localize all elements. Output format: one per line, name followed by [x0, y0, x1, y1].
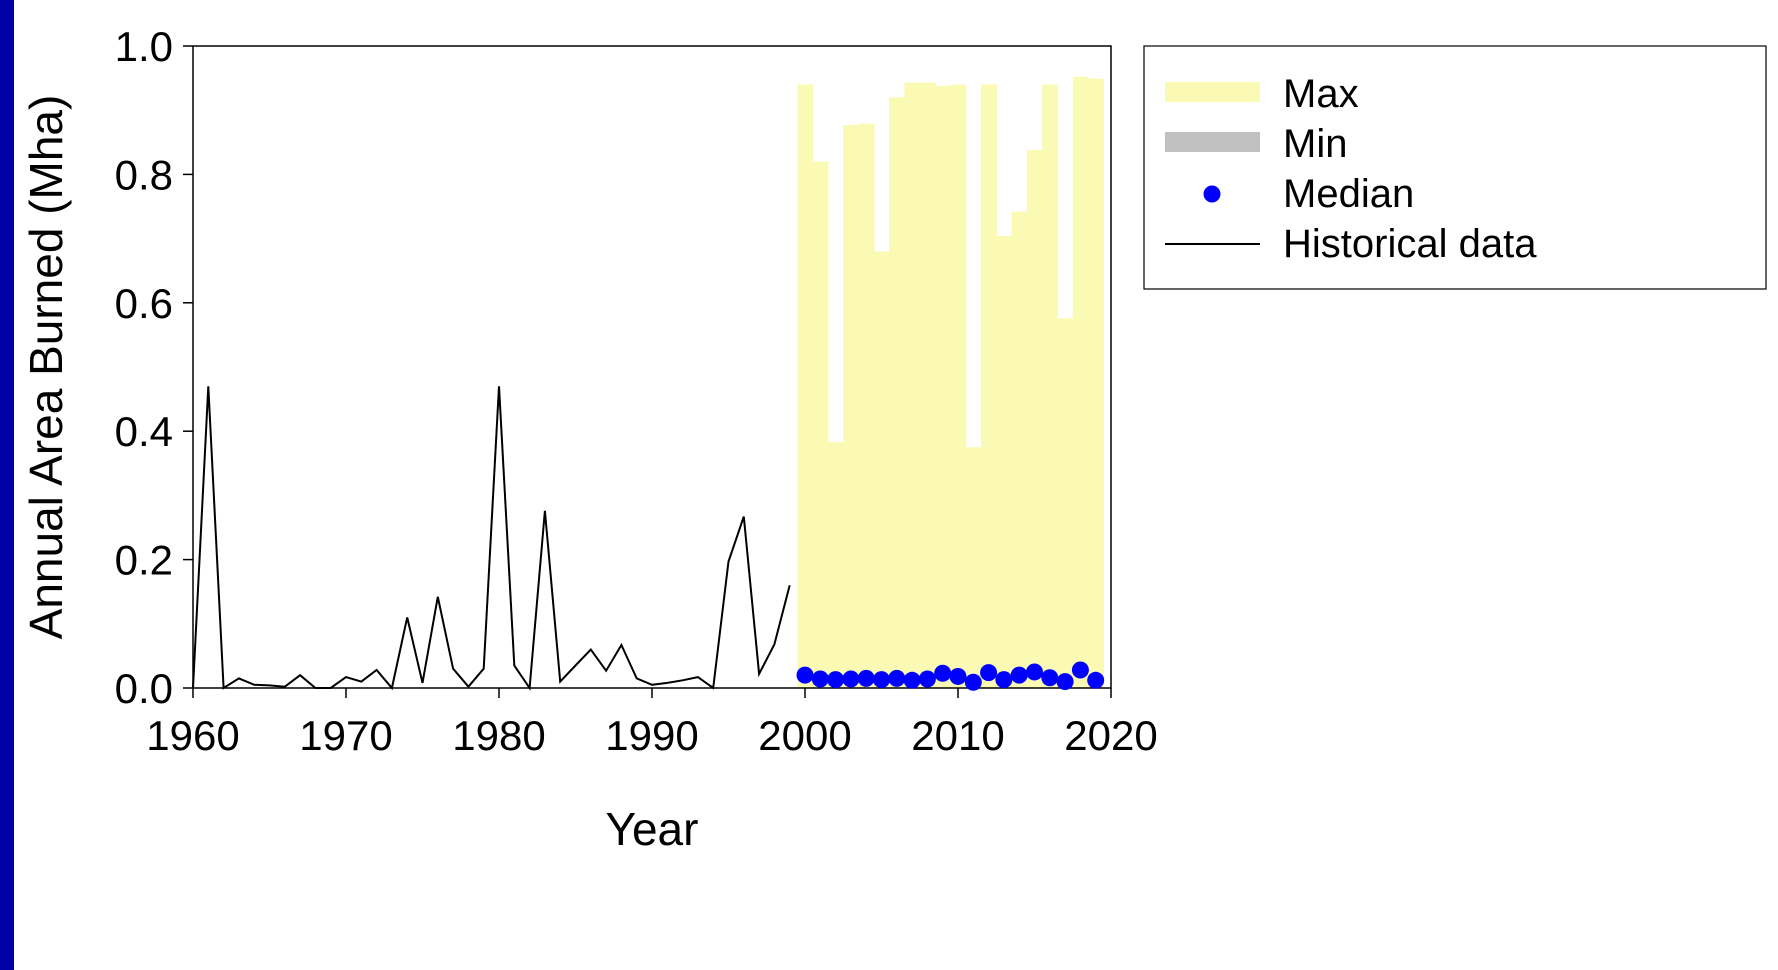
y-tick-label: 0.0 — [115, 665, 173, 712]
y-tick-label: 1.0 — [115, 23, 173, 70]
y-axis-label: Annual Area Burned (Mha) — [20, 95, 72, 640]
max-bar — [919, 82, 936, 689]
x-tick-label: 1970 — [299, 712, 392, 759]
median-point — [888, 669, 906, 687]
max-bar — [1011, 211, 1028, 689]
median-point — [857, 669, 875, 687]
x-tick-label: 1990 — [605, 712, 698, 759]
max-bar — [812, 161, 829, 688]
legend-swatch — [1165, 132, 1260, 152]
legend-label: Max — [1283, 72, 1359, 116]
max-bar — [797, 84, 814, 688]
legend-label: Historical data — [1283, 222, 1537, 266]
max-bar — [1072, 76, 1089, 689]
x-axis-label: Year — [606, 803, 699, 855]
median-point — [949, 667, 967, 685]
max-bar — [904, 82, 921, 689]
median-point — [1010, 666, 1028, 684]
median-point — [1026, 663, 1043, 681]
y-tick-label: 0.6 — [115, 280, 173, 327]
x-tick-label: 1980 — [452, 712, 545, 759]
median-point — [903, 671, 921, 689]
median-point — [827, 671, 845, 689]
max-bar — [843, 124, 860, 688]
max-bar — [965, 447, 982, 688]
median-point — [842, 670, 860, 688]
median-point — [1071, 661, 1089, 679]
x-tick-label: 2020 — [1064, 712, 1157, 759]
legend-label: Median — [1283, 172, 1414, 216]
max-bar — [980, 84, 997, 688]
median-point — [1056, 673, 1074, 691]
max-min-bands — [797, 76, 1104, 689]
max-bar — [889, 97, 906, 689]
legend-label: Min — [1283, 122, 1347, 166]
y-tick-label: 0.8 — [115, 151, 173, 198]
median-point — [873, 671, 890, 689]
legend: Max Min Median Historical data — [1143, 45, 1767, 290]
max-bar — [935, 85, 951, 688]
median-point — [811, 670, 829, 688]
median-point — [995, 671, 1013, 689]
historical-series — [192, 386, 791, 691]
max-bar — [1057, 318, 1074, 688]
y-tick-label: 0.2 — [115, 537, 173, 584]
max-bar — [873, 251, 890, 688]
x-tick-label: 2000 — [758, 712, 851, 759]
max-bar — [950, 84, 967, 688]
legend-marker — [1203, 185, 1221, 203]
historical-line — [192, 386, 791, 691]
median-point — [1087, 671, 1105, 689]
median-point — [964, 673, 982, 691]
max-bar — [1042, 84, 1059, 688]
median-series — [796, 661, 1105, 691]
legend-swatch — [1165, 82, 1260, 102]
median-point — [980, 664, 998, 682]
max-bar — [1088, 78, 1104, 688]
max-bar — [827, 442, 844, 688]
x-tick-label: 2010 — [911, 712, 1004, 759]
median-point — [1041, 669, 1059, 687]
x-tick-label: 1960 — [146, 712, 239, 759]
median-point — [934, 664, 952, 682]
y-tick-label: 0.4 — [115, 408, 173, 455]
max-bar — [1026, 150, 1043, 688]
max-bar — [996, 236, 1013, 689]
median-point — [796, 666, 814, 684]
y-axis: 0.0 0.2 0.4 0.6 0.8 1.0 — [115, 23, 193, 712]
x-axis: 1960 1970 1980 1990 2000 2010 2020 — [146, 688, 1158, 759]
max-bar — [858, 123, 875, 688]
median-point — [918, 670, 936, 688]
